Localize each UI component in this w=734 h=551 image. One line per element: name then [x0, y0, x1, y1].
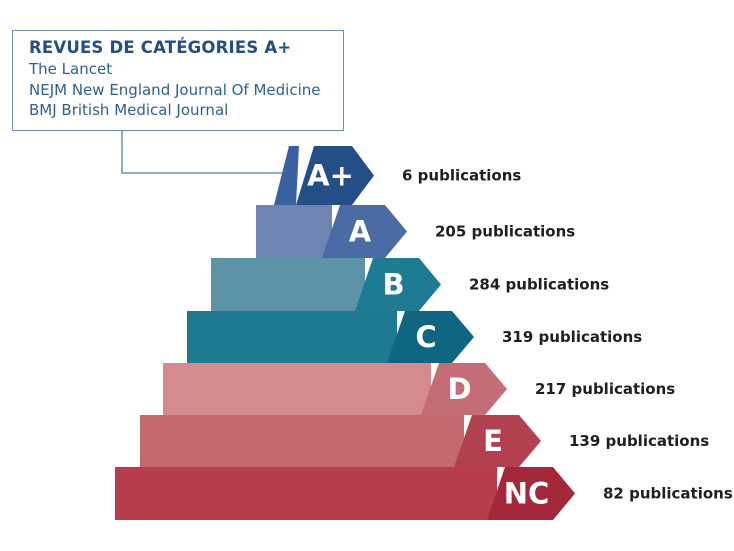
level-d-count: 217 publications [535, 380, 675, 398]
level-b-label: B [382, 268, 404, 302]
legend-journal-bmj: BMJ British Medical Journal [29, 101, 229, 119]
level-d: D 217 publications [163, 363, 675, 415]
level-d-label: D [447, 372, 471, 406]
level-e-band [140, 415, 464, 467]
category-legend-box: REVUES DE CATÉGORIES A+ The Lancet NEJM … [12, 30, 344, 131]
level-c-band [187, 311, 397, 363]
level-a-plus-label: A+ [307, 159, 354, 193]
level-c: C 319 publications [187, 311, 642, 363]
level-a-plus: A+ 6 publications [274, 146, 521, 205]
level-a: A 205 publications [256, 205, 575, 258]
level-e: E 139 publications [140, 415, 709, 467]
level-e-label: E [483, 424, 503, 458]
level-b: B 284 publications [211, 258, 609, 311]
level-a-arrow [322, 205, 407, 258]
legend-connector-line [121, 131, 296, 174]
level-nc-label: NC [504, 477, 550, 511]
level-nc: NC 82 publications [115, 467, 733, 520]
level-nc-count: 82 publications [603, 485, 733, 503]
level-c-count: 319 publications [502, 328, 642, 346]
level-a-plus-band [274, 146, 299, 205]
legend-journal-nejm: NEJM New England Journal Of Medicine [29, 80, 321, 99]
level-a-band [256, 205, 332, 258]
level-b-count: 284 publications [469, 276, 609, 294]
level-b-arrow [355, 258, 441, 311]
level-c-arrow [387, 311, 474, 363]
level-a-plus-arrow [296, 146, 374, 205]
level-b-band [211, 258, 365, 311]
level-c-label: C [415, 320, 436, 354]
level-e-arrow [454, 415, 541, 467]
legend-journal-lancet: The Lancet [29, 60, 113, 78]
level-a-label: A [349, 215, 372, 249]
level-nc-arrow [487, 467, 575, 520]
level-a-count: 205 publications [435, 223, 575, 241]
level-nc-band [115, 467, 497, 520]
level-d-arrow [421, 363, 507, 415]
level-e-count: 139 publications [569, 432, 709, 450]
legend-title: REVUES DE CATÉGORIES A+ [29, 38, 292, 57]
level-d-band [163, 363, 431, 415]
level-a-plus-count: 6 publications [402, 167, 521, 185]
